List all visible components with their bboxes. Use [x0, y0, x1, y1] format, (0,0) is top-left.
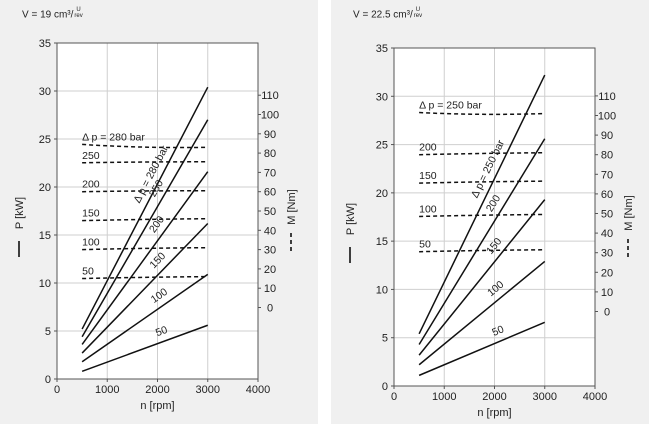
power-curve — [81, 273, 209, 363]
y-right-tick-label: 90 — [601, 130, 613, 142]
y-left-axis-title: P [kW] — [14, 197, 26, 229]
y-right-tick-label: 100 — [598, 111, 616, 123]
y-left-tick-label: 0 — [45, 374, 51, 386]
power-curve — [81, 86, 209, 330]
y-right-tick-label: 110 — [261, 90, 279, 102]
torque-curve-label: Δ p = 280 bar — [82, 131, 145, 143]
y-right-tick-label: 100 — [261, 110, 279, 122]
y-right-tick-label: 110 — [598, 91, 616, 103]
torque-curve-label: 150 — [82, 208, 100, 220]
y-right-tick-label: 90 — [264, 129, 276, 141]
displacement-unit-den: rev — [74, 13, 83, 19]
torque-curve-label: 250 — [82, 150, 100, 162]
displacement-unit-num: U — [415, 7, 421, 13]
y-left-tick-label: 30 — [376, 91, 388, 103]
x-axis-title: n [rpm] — [140, 400, 174, 412]
y-right-tick-label: 0 — [267, 303, 273, 315]
y-right-axis-title: M [Nm] — [286, 189, 298, 224]
x-tick-label: 2000 — [145, 384, 169, 396]
power-curve — [418, 260, 546, 366]
y-right-tick-label: 80 — [264, 148, 276, 160]
y-right-tick-label: 10 — [601, 287, 613, 299]
y-right-tick-label: 40 — [601, 228, 613, 240]
power-curve-label: 50 — [490, 323, 506, 339]
y-right-tick-label: 80 — [601, 150, 613, 162]
power-curve — [418, 321, 546, 377]
torque-curve-label: 200 — [419, 142, 437, 154]
y-left-tick-label: 0 — [382, 381, 388, 393]
y-left-tick-label: 30 — [39, 86, 51, 98]
y-right-tick-label: 70 — [601, 169, 613, 181]
y-left-tick-label: 20 — [39, 182, 51, 194]
y-right-tick-label: 60 — [264, 187, 276, 199]
y-left-tick-label: 25 — [376, 140, 388, 152]
torque-curve-label: 200 — [82, 179, 100, 191]
power-curve — [81, 324, 209, 373]
displacement-unit-num: U — [76, 7, 81, 13]
y-left-axis-title: P [kW] — [345, 203, 357, 235]
power-curve — [418, 74, 546, 335]
torque-curve-label: Δ p = 250 bar — [419, 100, 482, 112]
y-right-tick-label: 0 — [604, 307, 610, 319]
x-axis-title: n [rpm] — [477, 407, 511, 419]
torque-curve-label: 50 — [419, 239, 431, 251]
power-curve — [81, 171, 209, 345]
x-tick-label: 3000 — [533, 391, 557, 403]
torque-curve-label: 50 — [82, 266, 94, 278]
y-right-tick-label: 20 — [264, 264, 276, 276]
displacement-unit-den: rev — [413, 13, 423, 19]
power-curve — [81, 222, 209, 354]
y-left-tick-label: 25 — [39, 134, 51, 146]
power-curve — [418, 138, 546, 345]
y-left-tick-label: 10 — [376, 284, 388, 296]
torque-curve-label: 100 — [419, 203, 437, 215]
power-curve — [81, 119, 209, 338]
y-left-tick-label: 5 — [382, 333, 388, 345]
y-left-tick-label: 15 — [376, 236, 388, 248]
x-tick-label: 2000 — [482, 391, 506, 403]
y-right-tick-label: 10 — [264, 283, 276, 295]
x-tick-label: 4000 — [246, 384, 270, 396]
y-right-tick-label: 50 — [601, 209, 613, 221]
y-left-tick-label: 15 — [39, 230, 51, 242]
x-tick-label: 0 — [54, 384, 60, 396]
x-tick-label: 4000 — [583, 391, 607, 403]
y-left-tick-label: 5 — [45, 326, 51, 338]
y-right-tick-label: 50 — [264, 206, 276, 218]
torque-curve-label: 100 — [82, 237, 100, 249]
y-left-tick-label: 35 — [376, 43, 388, 55]
torque-curve-label: 150 — [419, 170, 437, 182]
y-left-tick-label: 20 — [376, 188, 388, 200]
power-torque-chart-left: 0 5 10 15 20 25 30 35 0 10 20 30 40 50 60 70 80 90 100 110 0… — [14, 38, 298, 412]
x-tick-label: 1000 — [95, 384, 119, 396]
x-tick-label: 0 — [391, 391, 397, 403]
y-right-tick-label: 70 — [264, 167, 276, 179]
y-right-tick-label: 30 — [601, 248, 613, 260]
displacement-text: V = 19 cm³/ — [22, 9, 74, 21]
y-left-tick-label: 35 — [39, 38, 51, 50]
power-curve — [418, 199, 546, 356]
y-right-axis-title: M [Nm] — [623, 195, 635, 230]
power-torque-chart-right: 0 5 10 15 20 25 30 35 0 10 20 30 40 50 60 70 80 90 100 110 0… — [345, 43, 635, 419]
y-left-tick-label: 10 — [39, 278, 51, 290]
y-right-tick-label: 30 — [264, 245, 276, 257]
x-tick-label: 1000 — [432, 391, 456, 403]
x-tick-label: 3000 — [196, 384, 220, 396]
displacement-text: V = 22.5 cm³/ — [353, 9, 413, 21]
power-curve-label: 50 — [154, 324, 169, 339]
y-right-tick-label: 20 — [601, 267, 613, 279]
y-right-tick-label: 40 — [264, 225, 276, 237]
y-right-tick-label: 60 — [601, 189, 613, 201]
